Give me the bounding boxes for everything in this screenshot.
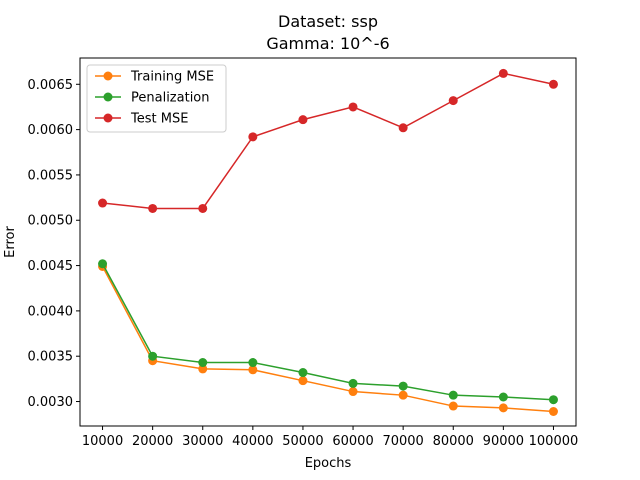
data-point-training-mse bbox=[448, 401, 458, 411]
data-point-penalization bbox=[498, 392, 508, 402]
data-point-test-mse bbox=[98, 198, 108, 208]
data-point-penalization bbox=[398, 381, 408, 391]
data-point-training-mse bbox=[398, 390, 408, 400]
series-line-training-mse bbox=[101, 266, 554, 413]
chart-title: Dataset: ssp bbox=[278, 12, 378, 31]
data-point-training-mse bbox=[348, 387, 358, 397]
data-point-penalization bbox=[298, 368, 308, 378]
data-point-training-mse bbox=[498, 403, 508, 413]
data-point-training-mse bbox=[198, 364, 208, 374]
legend-label-penalization: Penalization bbox=[131, 91, 210, 106]
x-tick-label: 90000 bbox=[483, 434, 524, 449]
data-point-penalization bbox=[148, 351, 158, 361]
legend-label-training-mse: Training MSE bbox=[130, 70, 214, 85]
x-tick-label: 50000 bbox=[282, 434, 323, 449]
x-axis: 10000 20000 30000 40000 50000 60000 70000 80000… bbox=[82, 426, 578, 449]
legend-marker-test-mse bbox=[103, 113, 113, 123]
series-line-penalization bbox=[101, 263, 554, 401]
data-point-training-mse bbox=[248, 365, 258, 375]
data-point-penalization bbox=[98, 259, 108, 269]
y-axis-label: Error bbox=[3, 226, 18, 258]
y-tick-label: 0.0050 bbox=[28, 214, 74, 229]
x-tick-label: 30000 bbox=[182, 434, 223, 449]
x-tick-label: 20000 bbox=[132, 434, 173, 449]
x-axis-label: Epochs bbox=[305, 456, 352, 471]
data-point-test-mse bbox=[448, 96, 458, 106]
data-point-test-mse bbox=[348, 102, 358, 112]
x-tick-label: 40000 bbox=[232, 434, 273, 449]
data-point-training-mse bbox=[298, 376, 308, 386]
legend-items: Training MSE Penalization Test MSE bbox=[95, 70, 214, 127]
x-tick-label: 70000 bbox=[382, 434, 423, 449]
data-point-penalization bbox=[198, 358, 208, 368]
plot-frame bbox=[79, 57, 577, 427]
data-point-test-mse bbox=[498, 68, 508, 78]
x-tick-label: 80000 bbox=[433, 434, 474, 449]
data-point-test-mse bbox=[198, 203, 208, 213]
y-tick-label: 0.0055 bbox=[28, 168, 74, 183]
y-tick-label: 0.0065 bbox=[28, 78, 74, 93]
series-line-test-mse bbox=[102, 72, 554, 210]
data-point-test-mse bbox=[298, 115, 308, 125]
data-point-penalization bbox=[248, 358, 258, 368]
chart-subtitle: Gamma: 10^-6 bbox=[266, 34, 389, 53]
data-point-test-mse bbox=[148, 203, 158, 213]
legend-marker-penalization bbox=[103, 92, 113, 102]
data-point-training-mse bbox=[548, 406, 558, 416]
y-tick-label: 0.0035 bbox=[28, 350, 74, 365]
y-tick-label: 0.0045 bbox=[28, 259, 74, 274]
y-axis: 0.0030 0.0035 0.0040 0.0045 0.0050 0.0055 0.00… bbox=[28, 78, 80, 410]
series-layer bbox=[98, 68, 558, 416]
y-tick-label: 0.0040 bbox=[28, 304, 74, 319]
data-point-test-mse bbox=[398, 123, 408, 133]
x-tick-label: 10000 bbox=[82, 434, 123, 449]
data-point-penalization bbox=[548, 395, 558, 405]
legend: Training MSE Penalization Test MSE bbox=[86, 64, 227, 133]
legend-marker-training-mse bbox=[103, 71, 113, 81]
x-tick-label: 60000 bbox=[332, 434, 373, 449]
data-point-test-mse bbox=[548, 79, 558, 89]
data-point-penalization bbox=[348, 378, 358, 388]
x-tick-label: 100000 bbox=[529, 434, 579, 449]
data-point-penalization bbox=[448, 390, 458, 400]
data-point-test-mse bbox=[248, 132, 258, 142]
y-tick-label: 0.0030 bbox=[28, 395, 74, 410]
y-tick-label: 0.0060 bbox=[28, 123, 74, 138]
legend-label-test-mse: Test MSE bbox=[130, 112, 188, 127]
legend-box bbox=[86, 64, 227, 133]
